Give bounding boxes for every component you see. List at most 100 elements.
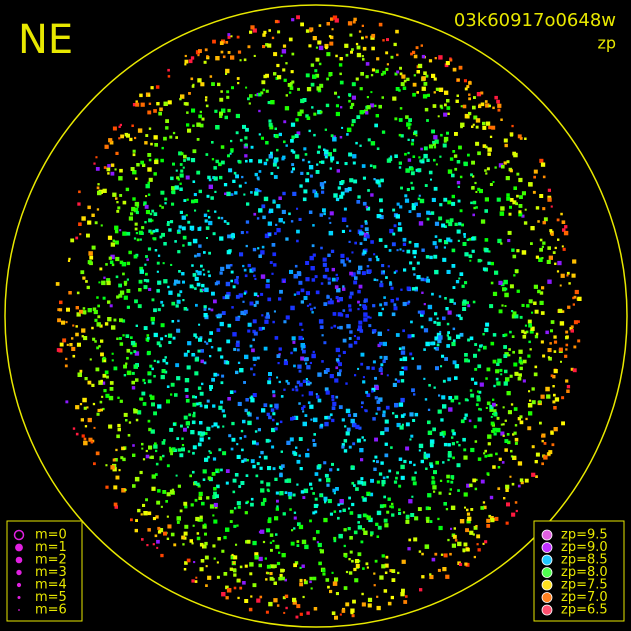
star (367, 189, 370, 192)
star (286, 440, 291, 445)
star (339, 325, 343, 330)
star (475, 191, 478, 193)
star (211, 425, 214, 428)
star (186, 426, 189, 429)
star (196, 253, 201, 257)
star (490, 421, 495, 426)
star (318, 45, 324, 51)
star (225, 469, 230, 473)
star (406, 249, 411, 254)
star (351, 82, 356, 87)
star (362, 380, 366, 384)
star (475, 125, 479, 129)
star (357, 289, 361, 294)
star (298, 454, 301, 457)
star (162, 262, 165, 265)
star (85, 280, 88, 283)
star (147, 528, 151, 532)
star (426, 119, 429, 122)
star (244, 181, 247, 184)
star (565, 343, 569, 347)
star (136, 238, 140, 242)
star (239, 252, 244, 257)
star (314, 472, 319, 476)
star (161, 232, 165, 237)
star (378, 184, 382, 188)
star (131, 206, 136, 212)
star (434, 221, 440, 226)
star (540, 311, 545, 315)
star (76, 291, 80, 295)
star (119, 337, 122, 340)
star (341, 126, 344, 129)
star (95, 156, 98, 159)
star (75, 332, 79, 337)
star (398, 511, 402, 515)
star (407, 158, 412, 162)
star (521, 303, 525, 307)
star (477, 151, 481, 156)
star (285, 62, 288, 65)
star (298, 369, 302, 373)
star (176, 437, 180, 440)
star (418, 156, 421, 159)
star (348, 571, 353, 575)
star (311, 353, 316, 359)
star (421, 552, 424, 556)
star (365, 390, 369, 394)
star (381, 554, 385, 558)
star (283, 360, 288, 366)
star (254, 277, 257, 280)
star (89, 358, 92, 361)
star (396, 471, 399, 475)
star (217, 313, 222, 318)
star (409, 352, 413, 356)
star (150, 429, 155, 434)
star (470, 508, 474, 511)
star (312, 224, 315, 227)
star (454, 395, 459, 400)
star (398, 161, 402, 165)
star (185, 214, 188, 217)
star (155, 85, 160, 89)
star (223, 183, 228, 187)
star (416, 70, 420, 74)
star (155, 462, 159, 466)
star (405, 446, 410, 451)
star (332, 15, 338, 20)
star (177, 448, 181, 452)
star (548, 450, 553, 455)
star (122, 200, 127, 205)
star (199, 110, 202, 114)
star (216, 561, 219, 564)
star (539, 238, 543, 242)
star (469, 336, 474, 341)
star (499, 211, 505, 216)
star (498, 280, 503, 285)
star (304, 153, 308, 156)
star (396, 202, 400, 206)
star (123, 412, 128, 417)
star (383, 296, 386, 299)
star (276, 376, 279, 379)
star (268, 154, 273, 159)
star (473, 555, 476, 559)
star (348, 304, 352, 308)
star (330, 249, 335, 253)
star (416, 91, 419, 94)
star (480, 259, 483, 262)
star (118, 469, 121, 472)
star (399, 358, 403, 361)
star (282, 596, 286, 600)
star (478, 103, 481, 106)
star (557, 260, 562, 266)
star (115, 151, 119, 155)
star (337, 95, 340, 99)
star (151, 321, 155, 325)
star (444, 90, 449, 95)
star (341, 229, 345, 233)
star (550, 374, 554, 377)
star-field (55, 15, 582, 620)
star (477, 548, 481, 552)
star (241, 459, 245, 463)
